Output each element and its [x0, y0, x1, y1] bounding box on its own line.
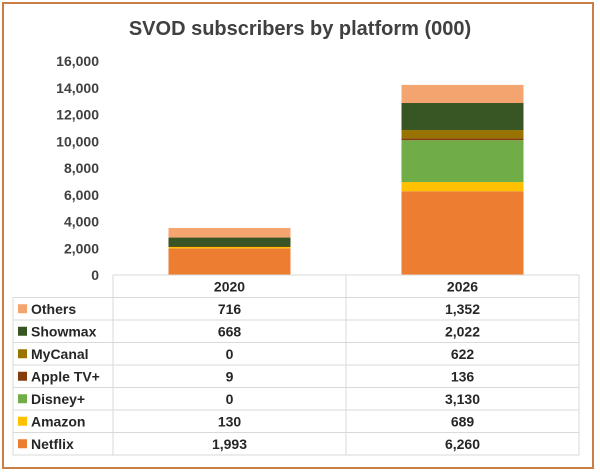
legend-swatch-netflix	[18, 439, 27, 449]
legend-swatch-disney-	[18, 394, 27, 404]
data-label: 1,993	[212, 436, 247, 452]
x-category-label: 2020	[214, 278, 245, 294]
data-label: 689	[451, 413, 475, 429]
y-tick-label: 14,000	[56, 80, 99, 96]
bar-segment-mycanal-2026	[401, 130, 524, 139]
y-tick-label: 0	[91, 267, 99, 283]
legend-label: Showmax	[31, 323, 97, 339]
legend-label: Amazon	[31, 413, 85, 429]
data-label: 668	[218, 323, 242, 339]
y-tick-label: 4,000	[64, 214, 99, 230]
data-label: 1,352	[445, 301, 480, 317]
legend-swatch-apple-tv-	[18, 371, 27, 381]
y-tick-label: 16,000	[56, 53, 99, 69]
y-tick-label: 12,000	[56, 107, 99, 123]
data-label: 2,022	[445, 323, 480, 339]
legend-label: MyCanal	[31, 346, 89, 362]
data-label: 9	[226, 368, 234, 384]
bar-segment-others-2026	[401, 84, 524, 104]
y-tick-label: 8,000	[64, 160, 99, 176]
legend-swatch-others	[18, 304, 27, 314]
legend-label: Netflix	[31, 436, 74, 452]
y-tick-label: 10,000	[56, 133, 99, 149]
data-label: 0	[226, 391, 234, 407]
bar-segment-showmax-2026	[401, 103, 524, 131]
data-label: 130	[218, 413, 242, 429]
bar-segment-netflix-2026	[401, 191, 524, 275]
legend-swatch-amazon	[18, 416, 27, 426]
legend-label: Apple TV+	[31, 368, 100, 384]
data-label: 3,130	[445, 391, 480, 407]
bar-segment-amazon-2026	[401, 182, 524, 192]
data-label: 136	[451, 368, 475, 384]
bar-segment-netflix-2020	[168, 248, 291, 275]
legend-label: Disney+	[31, 391, 85, 407]
data-label: 622	[451, 346, 475, 362]
data-label: 716	[218, 301, 242, 317]
y-tick-label: 6,000	[64, 187, 99, 203]
legend-swatch-mycanal	[18, 349, 27, 359]
y-tick-label: 2,000	[64, 240, 99, 256]
chart-title: SVOD subscribers by platform (000)	[128, 18, 472, 40]
bar-segment-apple-tv--2020	[168, 246, 291, 247]
bar-segment-disney--2026	[401, 140, 524, 183]
bar-segment-amazon-2020	[168, 246, 291, 249]
data-label: 6,260	[445, 436, 480, 452]
bar-segment-showmax-2020	[168, 237, 291, 247]
legend-label: Others	[31, 301, 76, 317]
bar-segment-apple-tv--2026	[401, 138, 524, 141]
legend-swatch-showmax	[18, 326, 27, 336]
x-category-label: 2026	[447, 278, 478, 294]
data-label: 0	[226, 346, 234, 362]
bar-segment-others-2020	[168, 227, 291, 238]
